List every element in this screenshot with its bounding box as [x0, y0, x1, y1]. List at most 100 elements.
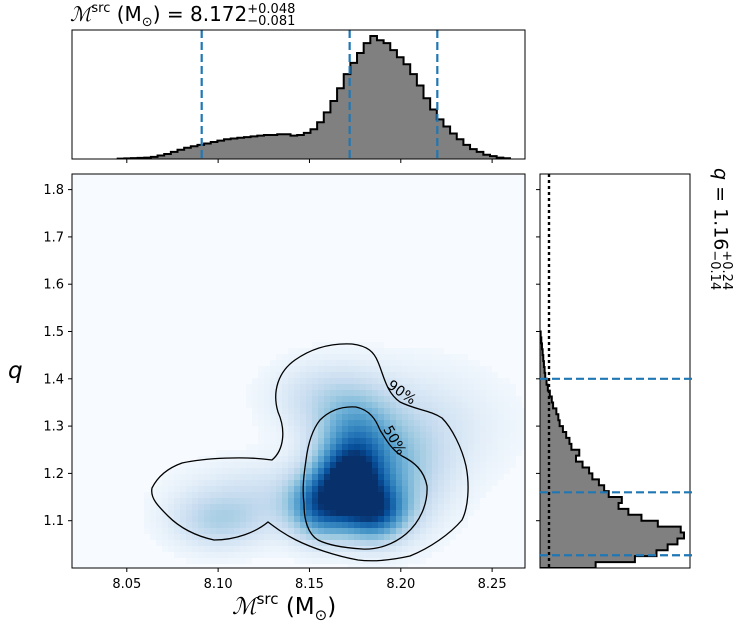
- density-cell: [426, 492, 432, 498]
- density-cell: [330, 522, 336, 528]
- density-cell: [384, 390, 390, 396]
- density-cell: [360, 450, 366, 456]
- density-cell: [342, 540, 348, 546]
- density-cell: [450, 438, 456, 444]
- density-cell: [360, 516, 366, 522]
- density-cell: [420, 474, 426, 480]
- density-cell: [372, 540, 378, 546]
- density-cell: [408, 384, 414, 390]
- density-cell: [390, 474, 396, 480]
- density-cell: [282, 528, 288, 534]
- density-cell: [336, 516, 342, 522]
- density-cell: [402, 348, 408, 354]
- density-cell: [294, 462, 300, 468]
- density-cell: [420, 402, 426, 408]
- density-cell: [240, 456, 246, 462]
- density-cell: [426, 534, 432, 540]
- density-cell: [426, 528, 432, 534]
- density-cell: [468, 486, 474, 492]
- density-cell: [342, 516, 348, 522]
- density-cell: [420, 438, 426, 444]
- density-cell: [306, 450, 312, 456]
- density-cell: [294, 540, 300, 546]
- density-cell: [378, 546, 384, 552]
- density-cell: [264, 504, 270, 510]
- density-cell: [336, 534, 342, 540]
- density-cell: [228, 522, 234, 528]
- density-cell: [414, 402, 420, 408]
- density-cell: [204, 504, 210, 510]
- density-cell: [288, 348, 294, 354]
- density-cell: [432, 456, 438, 462]
- density-cell: [360, 372, 366, 378]
- density-cell: [336, 552, 342, 558]
- density-cell: [150, 510, 156, 516]
- density-cell: [288, 468, 294, 474]
- density-cell: [366, 432, 372, 438]
- density-cell: [258, 420, 264, 426]
- density-cell: [342, 462, 348, 468]
- density-cell: [174, 498, 180, 504]
- density-cell: [402, 528, 408, 534]
- density-cell: [504, 456, 510, 462]
- density-cell: [204, 558, 210, 564]
- density-cell: [450, 516, 456, 522]
- density-cell: [354, 474, 360, 480]
- density-cell: [432, 438, 438, 444]
- density-cell: [240, 474, 246, 480]
- density-cell: [336, 414, 342, 420]
- density-cell: [402, 546, 408, 552]
- density-cell: [150, 504, 156, 510]
- density-cell: [384, 420, 390, 426]
- density-cell: [186, 522, 192, 528]
- density-cell: [486, 462, 492, 468]
- density-cell: [522, 438, 525, 444]
- density-cell: [228, 534, 234, 540]
- density-cell: [384, 492, 390, 498]
- density-cell: [360, 390, 366, 396]
- density-cell: [312, 522, 318, 528]
- density-cell: [216, 540, 222, 546]
- density-cell: [222, 552, 228, 558]
- density-cell: [234, 516, 240, 522]
- density-cell: [408, 390, 414, 396]
- density-cell: [390, 390, 396, 396]
- density-cell: [246, 396, 252, 402]
- density-cell: [396, 522, 402, 528]
- density-cell: [522, 414, 525, 420]
- density-cell: [324, 402, 330, 408]
- density-cell: [408, 414, 414, 420]
- density-cell: [456, 510, 462, 516]
- density-cell: [402, 414, 408, 420]
- density-cell: [336, 480, 342, 486]
- density-cell: [360, 552, 366, 558]
- density-cell: [396, 564, 402, 568]
- density-cell: [432, 480, 438, 486]
- density-cell: [174, 528, 180, 534]
- density-cell: [438, 420, 444, 426]
- density-cell: [180, 540, 186, 546]
- density-cell: [444, 438, 450, 444]
- density-cell: [180, 516, 186, 522]
- density-cell: [486, 378, 492, 384]
- density-cell: [306, 378, 312, 384]
- density-cell: [234, 492, 240, 498]
- density-cell: [420, 366, 426, 372]
- density-cell: [396, 540, 402, 546]
- density-cell: [426, 462, 432, 468]
- density-cell: [366, 516, 372, 522]
- density-cell: [294, 546, 300, 552]
- density-cell: [354, 390, 360, 396]
- density-cell: [372, 402, 378, 408]
- density-cell: [384, 468, 390, 474]
- density-cell: [366, 438, 372, 444]
- density-cell: [354, 522, 360, 528]
- density-cell: [396, 498, 402, 504]
- density-cell: [438, 468, 444, 474]
- density-cell: [384, 462, 390, 468]
- density-cell: [438, 378, 444, 384]
- density-cell: [324, 408, 330, 414]
- density-cell: [402, 354, 408, 360]
- density-cell: [420, 522, 426, 528]
- density-cell: [198, 462, 204, 468]
